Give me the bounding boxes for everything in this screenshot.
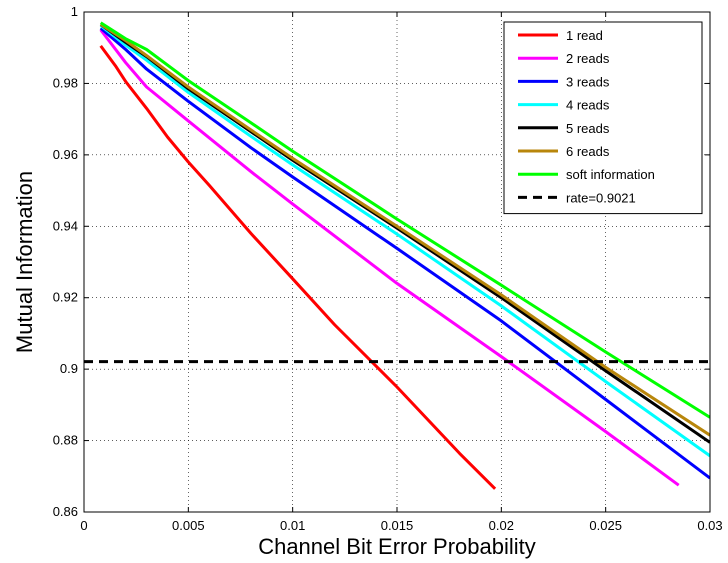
x-tick-label: 0.02 bbox=[489, 518, 514, 533]
y-tick-label: 0.86 bbox=[53, 504, 78, 519]
x-tick-label: 0.01 bbox=[280, 518, 305, 533]
legend-label: rate=0.9021 bbox=[566, 190, 636, 205]
y-tick-label: 0.94 bbox=[53, 218, 78, 233]
legend-label: soft information bbox=[566, 167, 655, 182]
series-line-2-reads bbox=[99, 28, 680, 487]
x-tick-label: 0.03 bbox=[697, 518, 722, 533]
series-line-4-reads bbox=[99, 24, 710, 458]
x-tick-label: 0 bbox=[80, 518, 87, 533]
axis-ticks: 0 0.005 0.01 0.015 0.02 0.025 0.03 0.86 0.88 0.9 0… bbox=[53, 4, 723, 533]
x-tick-label: 0.015 bbox=[381, 518, 414, 533]
y-tick-label: 0.9 bbox=[60, 361, 78, 376]
y-tick-label: 1 bbox=[71, 4, 78, 19]
legend-label: 2 reads bbox=[566, 51, 610, 66]
y-tick-label: 0.88 bbox=[53, 433, 78, 448]
legend-label: 4 reads bbox=[566, 98, 610, 113]
y-tick-label: 0.96 bbox=[53, 147, 78, 162]
y-axis-label: Mutual Information bbox=[12, 171, 37, 353]
x-tick-label: 0.005 bbox=[172, 518, 205, 533]
series-line-6-reads bbox=[99, 23, 710, 437]
x-tick-label: 0.025 bbox=[589, 518, 622, 533]
legend-label: 3 reads bbox=[566, 74, 610, 89]
legend-box bbox=[503, 21, 703, 215]
y-tick-label: 0.98 bbox=[53, 75, 78, 90]
y-tick-label: 0.92 bbox=[53, 290, 78, 305]
legend-label: 6 reads bbox=[566, 144, 610, 159]
series-line-1-read bbox=[99, 45, 497, 490]
legend: 1 read 2 reads 3 reads 4 reads 5 reads 6 read… bbox=[503, 21, 703, 215]
x-axis-label: Channel Bit Error Probability bbox=[258, 534, 536, 559]
legend-label: 1 read bbox=[566, 28, 603, 43]
legend-label: 5 reads bbox=[566, 121, 610, 136]
series-lines bbox=[84, 21, 710, 490]
series-line-soft-information bbox=[99, 21, 710, 419]
